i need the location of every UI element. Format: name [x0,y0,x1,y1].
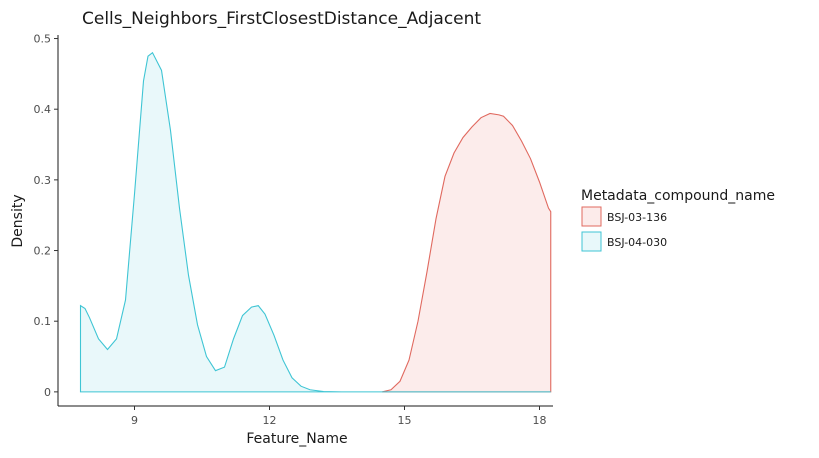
plot-area: 9 12 15 18 0 0.1 0.2 0.3 0.4 0.5 [34,33,553,427]
legend-label-bsj-03-136: BSJ-03-136 [607,211,667,224]
x-axis-title: Feature_Name [246,431,347,447]
y-tick-label: 0 [44,386,51,399]
y-tick-label: 0.2 [34,245,52,258]
y-tick-label: 0.3 [34,174,52,187]
y-ticks: 0 0.1 0.2 0.3 0.4 0.5 [34,33,58,399]
y-tick-label: 0.1 [34,315,52,328]
y-tick-label: 0.5 [34,33,52,46]
legend-label-bsj-04-030: BSJ-04-030 [607,236,667,249]
y-axis-title: Density [10,194,26,247]
x-tick-label: 9 [131,414,138,427]
x-tick-label: 12 [263,414,277,427]
density-area-bsj-04-030 [79,51,551,393]
legend-key-bsj-04-030 [581,231,602,252]
y-tick-label: 0.4 [34,103,52,116]
legend-title: Metadata_compound_name [581,188,775,204]
series-layer [79,51,552,393]
density-area-bsj-03-136 [381,112,552,393]
chart-title: Cells_Neighbors_FirstClosestDistance_Adj… [82,9,481,29]
legend: Metadata_compound_name BSJ-03-136 BSJ-04… [581,188,775,252]
x-ticks: 9 12 15 18 [131,406,547,427]
legend-key-bsj-03-136 [581,206,602,227]
x-tick-label: 18 [533,414,547,427]
x-tick-label: 15 [398,414,412,427]
